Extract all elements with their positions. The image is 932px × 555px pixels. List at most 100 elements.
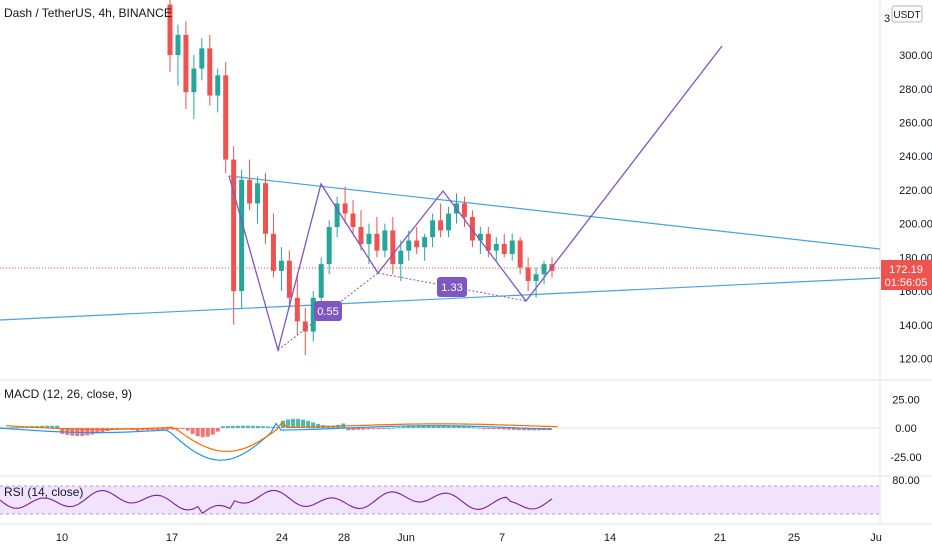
macd-line bbox=[0, 422, 553, 461]
macd-histogram-bar bbox=[441, 425, 446, 428]
x-tick-2: 24 bbox=[276, 532, 288, 544]
x-tick-8: 25 bbox=[788, 532, 800, 544]
macd-histogram-bar bbox=[456, 426, 461, 428]
macd-histogram-bar bbox=[200, 428, 205, 438]
candle-body bbox=[477, 233, 483, 241]
macd-histogram-bar bbox=[421, 425, 426, 428]
candle bbox=[294, 274, 300, 335]
x-tick-6: 14 bbox=[604, 532, 616, 544]
macd-histogram-bar bbox=[286, 419, 291, 428]
candle-body bbox=[247, 179, 253, 204]
macd-histogram-bar bbox=[205, 428, 210, 437]
rsi-tick-0: 80.00 bbox=[892, 475, 920, 487]
macd-histogram-bar bbox=[235, 425, 240, 428]
price-tick-8: 140.00 bbox=[899, 320, 932, 332]
ratio-badge-bg bbox=[314, 301, 342, 321]
currency-badge[interactable] bbox=[891, 5, 923, 23]
macd-histogram-bar bbox=[296, 418, 301, 428]
candle bbox=[398, 240, 404, 281]
macd-histogram-bar bbox=[401, 426, 406, 428]
candle-body bbox=[286, 260, 292, 298]
candle bbox=[334, 196, 340, 238]
macd-histogram-bar bbox=[185, 428, 190, 431]
macd-histogram-bar bbox=[45, 425, 50, 428]
macd-histogram-bar bbox=[270, 426, 275, 428]
price-tick-3: 240.00 bbox=[899, 151, 932, 163]
candle-body bbox=[390, 230, 396, 265]
macd-histogram-bar bbox=[240, 425, 245, 428]
macd-histogram-bar bbox=[245, 425, 250, 428]
macd-histogram-bar bbox=[10, 427, 15, 429]
macd-histogram-bar bbox=[180, 428, 185, 429]
rsi-band bbox=[0, 486, 880, 514]
macd-histogram-bar bbox=[351, 428, 356, 431]
candle bbox=[167, 0, 173, 72]
macd-histogram-bar bbox=[371, 428, 376, 430]
price-tick-4: 220.00 bbox=[899, 185, 932, 197]
macd-histogram-bar bbox=[90, 428, 95, 435]
xabcd-dotted-xb bbox=[277, 272, 379, 351]
macd-histogram-bar bbox=[15, 426, 20, 428]
candle-body bbox=[533, 274, 539, 281]
candle bbox=[199, 38, 205, 81]
price-tick-5: 200.00 bbox=[899, 219, 932, 231]
last-price-badge bbox=[881, 260, 932, 290]
macd-histogram-bar bbox=[486, 428, 491, 429]
trendline-lower bbox=[0, 277, 881, 321]
ratio-badge-text: 1.33 bbox=[441, 282, 462, 294]
macd-histogram-bar bbox=[291, 418, 296, 428]
candle bbox=[183, 21, 189, 110]
macd-histogram-bar bbox=[215, 428, 220, 432]
candle-body bbox=[382, 230, 388, 251]
macd-histogram-bar bbox=[386, 427, 391, 429]
macd-histogram-bar bbox=[376, 428, 381, 429]
macd-histogram-bar bbox=[230, 425, 235, 428]
candle bbox=[509, 233, 515, 261]
candle-body bbox=[239, 179, 245, 292]
x-tick-1: 17 bbox=[166, 532, 178, 544]
macd-histogram-bar bbox=[476, 427, 481, 429]
macd-histogram-bar bbox=[526, 428, 531, 431]
candle-body bbox=[509, 240, 515, 254]
macd-histogram-bar bbox=[516, 428, 521, 431]
currency-badge-label: USDT bbox=[893, 10, 920, 21]
candle-body bbox=[326, 227, 332, 265]
macd-histogram-bar bbox=[155, 428, 160, 431]
candle bbox=[382, 223, 388, 258]
candle bbox=[358, 210, 364, 251]
macd-histogram-bar bbox=[391, 427, 396, 429]
price-tick-1: 280.00 bbox=[899, 84, 932, 96]
macd-tick-0: 25.00 bbox=[892, 394, 920, 406]
macd-histogram-bar bbox=[281, 420, 286, 428]
ratio-badge-text: 0.55 bbox=[317, 306, 338, 318]
chart-title: Dash / TetherUS, 4h, BINANCE bbox=[4, 6, 172, 20]
macd-histogram-bar bbox=[491, 428, 496, 429]
candle bbox=[406, 230, 412, 261]
macd-histogram-bar bbox=[501, 428, 506, 430]
candle-body bbox=[191, 68, 197, 93]
macd-histogram-bar bbox=[40, 425, 45, 428]
macd-histogram-bar bbox=[250, 425, 255, 428]
macd-histogram-bar bbox=[150, 428, 155, 431]
macd-histogram-bar bbox=[145, 428, 150, 431]
candle bbox=[422, 233, 428, 261]
x-tick-7: 21 bbox=[714, 532, 726, 544]
macd-tick-1: 0.00 bbox=[895, 423, 916, 435]
candle-body bbox=[270, 233, 276, 271]
macd-histogram-bar bbox=[366, 428, 371, 430]
x-tick-0: 10 bbox=[56, 532, 68, 544]
candle bbox=[517, 237, 523, 275]
candle bbox=[469, 210, 475, 248]
candle-body bbox=[358, 227, 364, 244]
macd-histogram-bar bbox=[65, 428, 70, 435]
candle-body bbox=[493, 243, 499, 251]
macd-histogram-bar bbox=[381, 428, 386, 429]
x-tick-5: 7 bbox=[499, 532, 505, 544]
macd-histogram-bar bbox=[20, 426, 25, 428]
candle-body bbox=[310, 297, 316, 332]
candle bbox=[461, 196, 467, 228]
candle-body bbox=[223, 75, 229, 160]
candle-body bbox=[342, 203, 348, 214]
candle-body bbox=[469, 216, 475, 241]
candle-body bbox=[294, 297, 300, 322]
